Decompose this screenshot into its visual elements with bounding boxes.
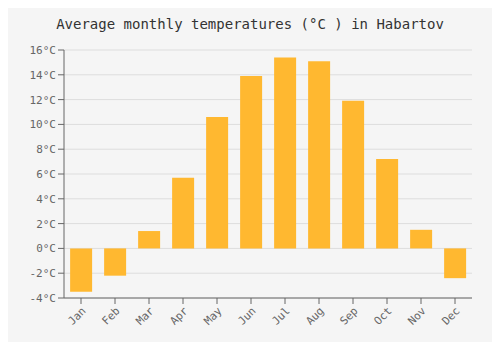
svg-text:-2°C: -2°C bbox=[30, 267, 57, 280]
svg-text:6°C: 6°C bbox=[36, 168, 56, 181]
svg-text:Jul: Jul bbox=[269, 304, 292, 327]
svg-text:14°C: 14°C bbox=[30, 69, 57, 82]
svg-text:Oct: Oct bbox=[371, 304, 394, 327]
svg-text:2°C: 2°C bbox=[36, 218, 56, 231]
svg-text:10°C: 10°C bbox=[30, 118, 57, 131]
svg-text:Apr: Apr bbox=[167, 304, 191, 328]
svg-text:Nov: Nov bbox=[405, 304, 429, 328]
html-text:Average monthly temperatures (: Average monthly temperatures (°C ) in Ha… bbox=[56, 16, 444, 32]
svg-text:Aug: Aug bbox=[303, 304, 326, 327]
svg-text:4°C: 4°C bbox=[36, 193, 56, 206]
svg-text:Feb: Feb bbox=[99, 304, 122, 327]
svg-text:0°C: 0°C bbox=[36, 242, 56, 255]
svg-text:12°C: 12°C bbox=[30, 94, 57, 107]
svg-text:-4°C: -4°C bbox=[30, 292, 57, 305]
svg-text:Jan: Jan bbox=[65, 304, 88, 327]
svg-text:Sep: Sep bbox=[337, 304, 360, 327]
svg-text:16°C: 16°C bbox=[30, 44, 57, 57]
svg-text:Jun: Jun bbox=[235, 304, 258, 327]
svg-text:8°C: 8°C bbox=[36, 143, 56, 156]
svg-text:Dec: Dec bbox=[439, 304, 462, 327]
svg-text:May: May bbox=[201, 304, 225, 328]
svg-text:Mar: Mar bbox=[133, 304, 157, 328]
